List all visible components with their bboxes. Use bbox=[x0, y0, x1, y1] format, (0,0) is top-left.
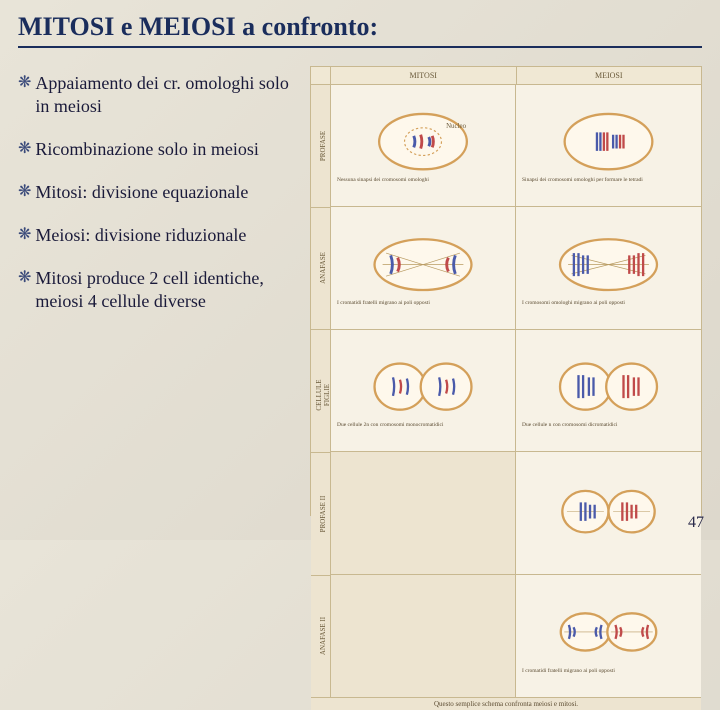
diagram-footer: Questo semplice schema confronta meiosi … bbox=[311, 697, 701, 710]
cell-caption bbox=[519, 547, 698, 549]
phase-label: ANAFASE II bbox=[319, 616, 327, 656]
bullet-item: ❋ Appaiamento dei cr. omologhi solo in m… bbox=[18, 72, 298, 118]
comparison-diagram: MITOSI MEIOSI PROFASE ANAFASE CELLULE FI… bbox=[310, 66, 702, 516]
bullet-marker-icon: ❋ bbox=[18, 138, 31, 160]
cell-mitosi-profase: Nucleo Nessuna sinapsi dei cromosomi omo… bbox=[331, 85, 516, 207]
cell-caption: I cromatidi fratelli migrano ai poli opp… bbox=[519, 667, 698, 675]
cell-meiosi-profase: Sinapsi dei cromosomi omologhi per forma… bbox=[516, 85, 701, 207]
bullet-item: ❋ Mitosi produce 2 cell identiche, meios… bbox=[18, 267, 298, 313]
cell-icon bbox=[519, 352, 698, 421]
phase-label: PROFASE bbox=[319, 126, 327, 166]
phase-label: CELLULE FIGLIE bbox=[315, 375, 331, 415]
bullet-item: ❋ Ricombinazione solo in meiosi bbox=[18, 138, 298, 161]
phase-label: PROFASE II bbox=[319, 494, 327, 534]
cell-meiosi-profase2 bbox=[516, 452, 701, 574]
cell-caption: Sinapsi dei cromosomi omologhi per forma… bbox=[519, 176, 698, 184]
cell-icon bbox=[519, 477, 698, 546]
cell-meiosi-anafase: I cromosomi omologhi migrano ai poli opp… bbox=[516, 207, 701, 329]
bullet-item: ❋ Meiosi: divisione riduzionale bbox=[18, 224, 298, 247]
bullet-text: Mitosi produce 2 cell identiche, meiosi … bbox=[35, 267, 298, 313]
svg-text:Nucleo: Nucleo bbox=[446, 123, 466, 130]
bullet-marker-icon: ❋ bbox=[18, 72, 31, 94]
cell-mitosi-empty1 bbox=[331, 452, 516, 574]
bullet-text: Meiosi: divisione riduzionale bbox=[35, 224, 246, 247]
bullet-marker-icon: ❋ bbox=[18, 181, 31, 203]
cell-icon bbox=[519, 597, 698, 667]
cell-meiosi-anafase2: I cromatidi fratelli migrano ai poli opp… bbox=[516, 575, 701, 697]
cell-mitosi-anafase: I cromatidi fratelli migrano ai poli opp… bbox=[331, 207, 516, 329]
cell-icon: Nucleo bbox=[334, 107, 512, 176]
cell-caption: Due cellule n con cromosomi dicromatidic… bbox=[519, 421, 698, 429]
bullet-text: Appaiamento dei cr. omologhi solo in mei… bbox=[35, 72, 298, 118]
page-number: 47 bbox=[688, 514, 704, 532]
cell-meiosi-figlie: Due cellule n con cromosomi dicromatidic… bbox=[516, 330, 701, 452]
bullet-text: Mitosi: divisione equazionale bbox=[35, 181, 248, 204]
cell-caption: I cromatidi fratelli migrano ai poli opp… bbox=[334, 299, 512, 307]
bullet-item: ❋ Mitosi: divisione equazionale bbox=[18, 181, 298, 204]
cell-mitosi-figlie: Due cellule 2n con cromosomi monocromati… bbox=[331, 330, 516, 452]
phase-label: ANAFASE bbox=[319, 248, 327, 288]
bullet-text: Ricombinazione solo in meiosi bbox=[35, 138, 258, 161]
cell-mitosi-empty2 bbox=[331, 575, 516, 697]
cell-icon bbox=[334, 230, 512, 299]
cell-icon bbox=[334, 352, 512, 421]
cell-caption: Nessuna sinapsi dei cromosomi omologhi bbox=[334, 176, 512, 184]
col-header-mitosi: MITOSI bbox=[331, 67, 517, 84]
col-header-meiosi: MEIOSI bbox=[517, 67, 702, 84]
cell-caption: I cromosomi omologhi migrano ai poli opp… bbox=[519, 299, 698, 307]
cell-caption: Due cellule 2n con cromosomi monocromati… bbox=[334, 421, 512, 429]
bullet-marker-icon: ❋ bbox=[18, 267, 31, 289]
cell-icon bbox=[519, 230, 698, 299]
cell-icon bbox=[519, 107, 698, 176]
bullet-list: ❋ Appaiamento dei cr. omologhi solo in m… bbox=[18, 66, 298, 516]
bullet-marker-icon: ❋ bbox=[18, 224, 31, 246]
slide-title: MITOSI e MEIOSI a confronto: bbox=[18, 12, 702, 48]
